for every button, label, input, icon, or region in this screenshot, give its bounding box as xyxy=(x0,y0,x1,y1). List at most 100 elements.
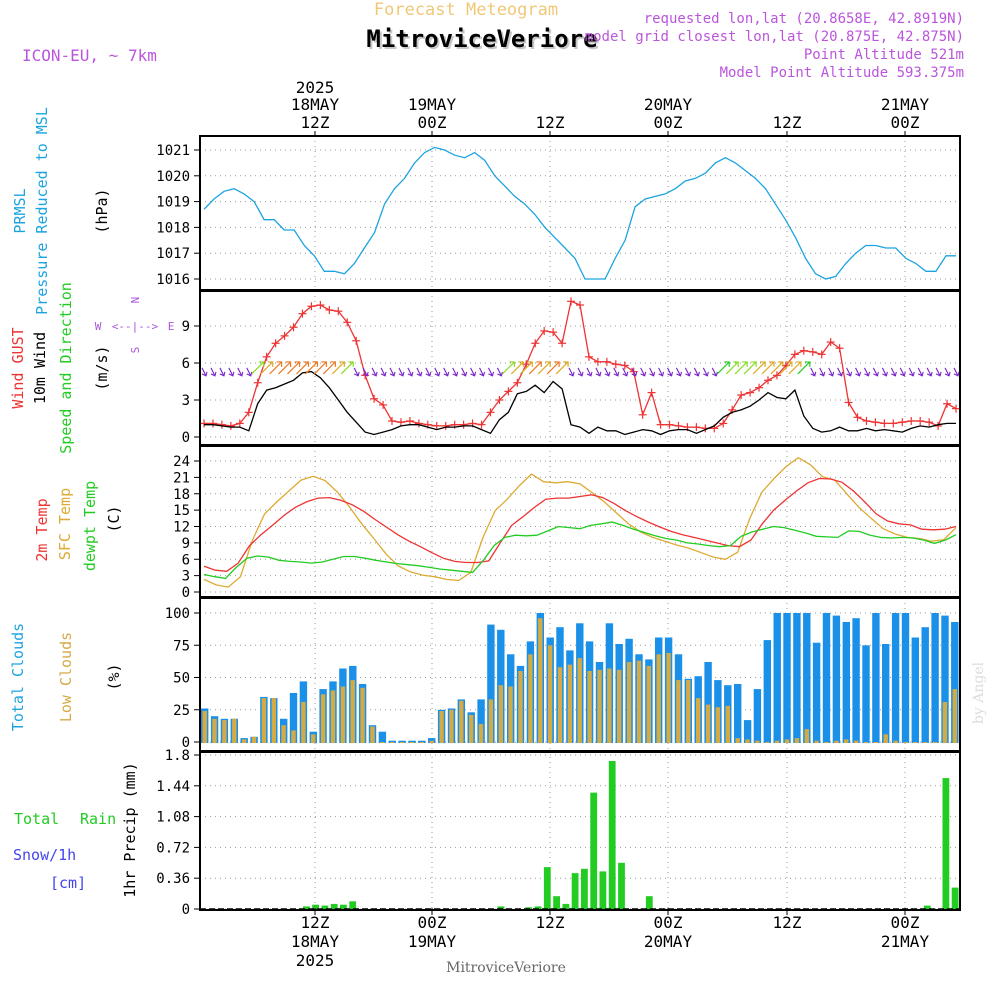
precip-bar xyxy=(321,905,329,909)
wind-arrow-head xyxy=(649,371,656,377)
panel-frame xyxy=(199,751,961,911)
wind-arrow-head xyxy=(452,371,459,377)
total-cloud-bar xyxy=(773,613,781,743)
wind-arrow xyxy=(622,367,628,377)
total-label: Total xyxy=(14,810,59,828)
y-tick-label: 0 xyxy=(182,902,190,918)
compass-s: S xyxy=(129,347,142,354)
low-cloud-bar xyxy=(419,742,424,743)
wind-arrow-head xyxy=(312,361,319,367)
wind-arrow xyxy=(496,367,502,377)
y-tick-label: 15 xyxy=(173,503,190,519)
total-cloud-bar xyxy=(398,740,406,743)
low-cloud-bar xyxy=(528,654,533,743)
low-cloud-bar xyxy=(587,671,592,743)
wind-arrow-head xyxy=(944,371,951,377)
wind-arrow xyxy=(479,367,485,377)
low-cloud-bar xyxy=(478,723,484,743)
total-cloud-bar xyxy=(793,613,801,743)
wind-arrow-head xyxy=(380,371,387,377)
wind-arrow xyxy=(380,367,386,377)
time-label-top: 12Z xyxy=(773,113,802,132)
wind-arrow-head xyxy=(389,371,396,377)
wind-arrow xyxy=(810,367,816,377)
low-cloud-bar xyxy=(390,742,395,743)
wind-arrow-head xyxy=(545,361,551,367)
y-tick-label: 0.72 xyxy=(156,840,190,856)
wind-arrow xyxy=(863,367,869,377)
wind-arrow xyxy=(944,367,950,377)
total-cloud-bar xyxy=(872,613,880,743)
wind-arrow-head xyxy=(461,371,468,377)
low-cloud-bar xyxy=(735,738,740,743)
wind-arrow-head xyxy=(622,371,629,377)
total-cloud-bar xyxy=(941,615,949,743)
wind-arrow-head xyxy=(371,371,378,377)
wind-arrow-head xyxy=(497,371,503,377)
rain-label: Rain xyxy=(80,810,116,828)
time-label-bottom: 00Z xyxy=(891,913,920,932)
wind-arrow-head xyxy=(258,361,265,367)
time-label-bottom: 12Z xyxy=(301,913,330,932)
wind-arrow xyxy=(855,367,861,377)
grid-layer xyxy=(200,136,960,910)
precip-bar xyxy=(923,905,931,909)
low-cloud-bar xyxy=(952,689,957,743)
low-cloud-bar xyxy=(320,694,326,743)
y-tick-label: 1.44 xyxy=(156,779,190,795)
precip-bar xyxy=(303,906,310,909)
total-cloud-bar xyxy=(704,662,712,743)
low-cloud-bar xyxy=(873,742,878,743)
pressure-line xyxy=(203,146,956,280)
wind-arrow xyxy=(269,361,283,375)
wind-arrow-head xyxy=(246,371,253,377)
low-cloud-bar xyxy=(863,742,869,743)
wind-arrow xyxy=(519,361,533,375)
wind-arrow xyxy=(434,367,440,377)
wind-arrow xyxy=(667,367,673,377)
wind-arrow xyxy=(278,361,291,375)
low-cloud-bar xyxy=(774,740,780,743)
low-cloud-bar xyxy=(202,711,207,743)
low-cloud-bar xyxy=(370,726,375,743)
wind-arrow xyxy=(305,361,318,375)
percent-unit: (%) xyxy=(105,663,123,690)
wind-arrow xyxy=(577,367,583,377)
low-cloud-bar xyxy=(488,699,494,743)
wind-arrow xyxy=(416,367,422,377)
wind-arrow xyxy=(631,367,637,377)
wind-arrow xyxy=(586,367,592,377)
data-layer xyxy=(200,146,960,910)
wind-arrow xyxy=(595,367,601,377)
wind-arrow xyxy=(510,361,524,375)
wind-arrow xyxy=(658,367,664,377)
low-cloud-bar xyxy=(794,738,800,743)
y-tick-label: 50 xyxy=(173,671,190,687)
low-cloud-bar xyxy=(814,740,819,743)
wind-arrow xyxy=(362,367,368,377)
wind-arrow-head xyxy=(795,361,802,367)
low-cloud-bar xyxy=(755,740,760,743)
y-tick-label: 1016 xyxy=(156,272,190,288)
wind-arrow xyxy=(716,361,730,375)
wind-arrow-head xyxy=(873,371,879,377)
wind-arrow-head xyxy=(577,371,584,377)
wind-arrow xyxy=(846,367,852,377)
low-cloud-bar xyxy=(567,664,573,743)
low-cloud-bar xyxy=(409,742,415,743)
panel-frames xyxy=(199,135,961,911)
panel-frame xyxy=(199,135,961,291)
wind-arrow-head xyxy=(210,371,217,377)
low-cloud-bar xyxy=(636,660,642,743)
wind-arrow-head xyxy=(882,371,888,377)
low-cloud-bar xyxy=(350,680,355,743)
wind-arrow-head xyxy=(586,371,593,377)
wind-arrow-head xyxy=(604,371,611,377)
precip-bar xyxy=(571,873,579,909)
time-label-bottom: 00Z xyxy=(418,913,447,932)
total-cloud-bar xyxy=(891,613,900,743)
low-cloud-bar xyxy=(311,734,316,743)
precip-bar xyxy=(608,761,616,909)
low-cloud-bar xyxy=(932,742,938,743)
wind-arrow-head xyxy=(694,371,700,377)
